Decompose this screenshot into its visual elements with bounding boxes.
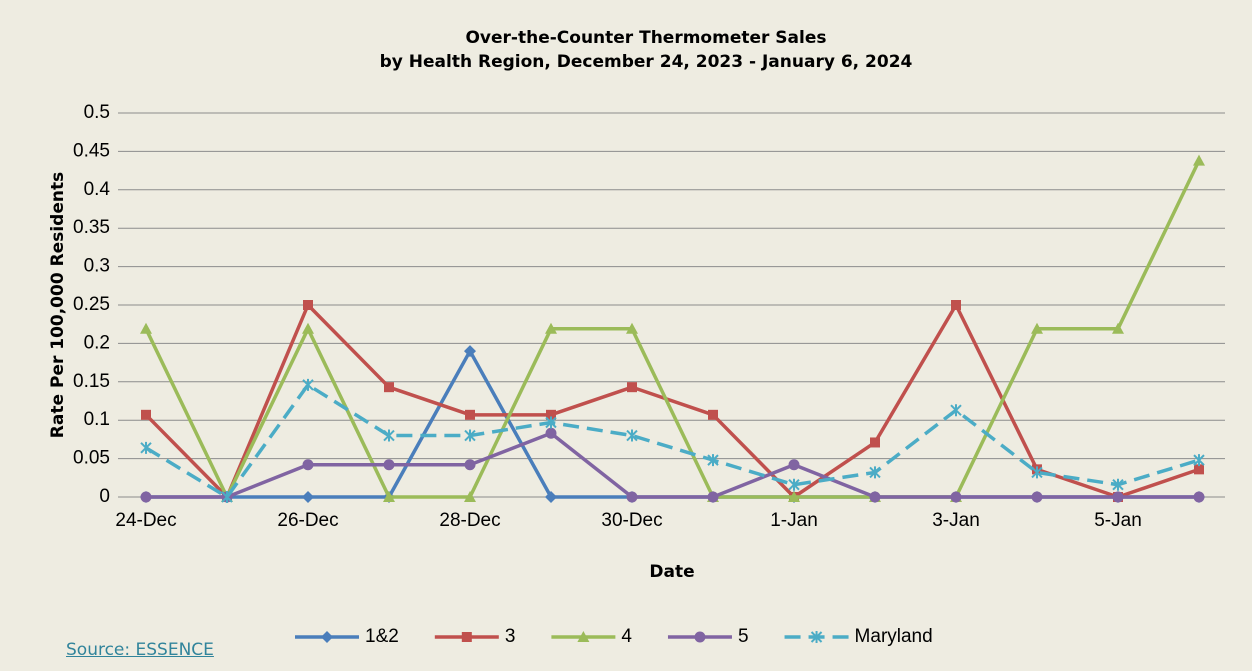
- data-point: [869, 466, 881, 479]
- data-point: [140, 322, 152, 334]
- x-tick-label: 28-Dec: [439, 510, 500, 531]
- data-point: [707, 491, 719, 503]
- series-line: [146, 431, 1199, 499]
- data-point: [464, 491, 476, 502]
- x-tick-label: 26-Dec: [277, 510, 338, 531]
- data-point: [950, 491, 962, 503]
- data-point: [302, 322, 314, 334]
- legend-item: 5: [667, 626, 749, 647]
- x-tick-label: 3-Jan: [932, 510, 980, 531]
- chart-subtitle: by Health Region, December 24, 2023 - Ja…: [380, 52, 913, 72]
- data-point: [788, 459, 800, 471]
- data-point: [1112, 478, 1124, 491]
- data-point: [626, 491, 638, 503]
- data-point: [141, 409, 151, 420]
- x-tick-label: 24-Dec: [115, 510, 176, 531]
- data-point: [545, 427, 557, 439]
- data-point: [221, 491, 233, 503]
- data-point: [1194, 464, 1204, 475]
- y-axis-label: Rate Per 100,000 Residents: [48, 172, 68, 438]
- data-point: [302, 491, 314, 503]
- x-tick-label: 5-Jan: [1094, 510, 1142, 531]
- legend-marker: [461, 632, 472, 642]
- legend-label: Maryland: [855, 626, 933, 647]
- legend-label: 3: [505, 626, 516, 647]
- data-point: [707, 454, 719, 467]
- data-point: [788, 478, 800, 491]
- data-point: [302, 459, 314, 471]
- data-point: [626, 322, 638, 334]
- data-point: [140, 491, 152, 503]
- data-point: [384, 382, 394, 393]
- data-point: [951, 300, 961, 310]
- data-point: [1112, 322, 1124, 334]
- data-point: [464, 345, 476, 358]
- legend-item: 4: [551, 626, 632, 647]
- legend-item: 1&2: [295, 626, 399, 647]
- y-tick-label: 0.2: [84, 332, 110, 353]
- y-tick-label: 0.3: [84, 256, 110, 277]
- legend-marker: [577, 631, 590, 642]
- y-tick-label: 0.05: [73, 448, 110, 469]
- legend-marker: [810, 631, 823, 643]
- x-tick-label: 1-Jan: [770, 510, 818, 531]
- series-line: [144, 159, 1201, 499]
- data-point: [1193, 454, 1205, 467]
- data-point: [1193, 491, 1205, 503]
- data-point: [303, 300, 313, 310]
- data-point: [140, 441, 152, 454]
- data-point: [1193, 154, 1205, 166]
- source-link[interactable]: Source: ESSENCE: [66, 640, 214, 660]
- data-point: [383, 429, 395, 442]
- legend-label: 4: [621, 626, 632, 647]
- legend-item: 3: [434, 626, 516, 647]
- y-tick-label: 0.15: [73, 371, 110, 392]
- data-point: [1112, 491, 1124, 503]
- data-point: [383, 459, 395, 471]
- y-tick-label: 0.1: [84, 409, 110, 430]
- y-tick-label: 0.4: [84, 179, 111, 200]
- data-point: [545, 491, 557, 503]
- legend-marker: [321, 631, 333, 643]
- series-line: [144, 303, 1200, 499]
- series-line: [145, 383, 1200, 499]
- data-point: [302, 378, 314, 391]
- data-point: [870, 437, 880, 448]
- data-point: [708, 409, 718, 420]
- data-point: [546, 409, 556, 420]
- data-point: [788, 491, 800, 502]
- legend-marker: [694, 631, 706, 643]
- data-point: [1031, 322, 1043, 334]
- data-point: [465, 409, 475, 420]
- y-tick-label: 0.5: [84, 102, 110, 123]
- y-tick-label: 0.45: [73, 140, 110, 161]
- legend-label: 1&2: [365, 626, 399, 647]
- data-point: [545, 322, 557, 334]
- legend-label: 5: [738, 626, 749, 647]
- data-point: [1031, 466, 1043, 479]
- y-tick-label: 0: [99, 486, 110, 507]
- data-point: [627, 382, 637, 393]
- data-point: [950, 404, 962, 417]
- legend-item: Maryland: [784, 626, 933, 647]
- data-point: [1031, 491, 1043, 503]
- data-point: [869, 491, 881, 503]
- data-point: [545, 416, 557, 429]
- data-point: [626, 429, 638, 442]
- data-point: [464, 429, 476, 442]
- chart-title: Over-the-Counter Thermometer Sales: [465, 28, 826, 48]
- y-tick-label: 0.35: [73, 217, 110, 238]
- data-point: [464, 459, 476, 471]
- data-point: [383, 491, 395, 502]
- y-tick-label: 0.25: [73, 294, 110, 315]
- x-axis-label: Date: [649, 562, 694, 582]
- x-tick-label: 30-Dec: [601, 510, 662, 531]
